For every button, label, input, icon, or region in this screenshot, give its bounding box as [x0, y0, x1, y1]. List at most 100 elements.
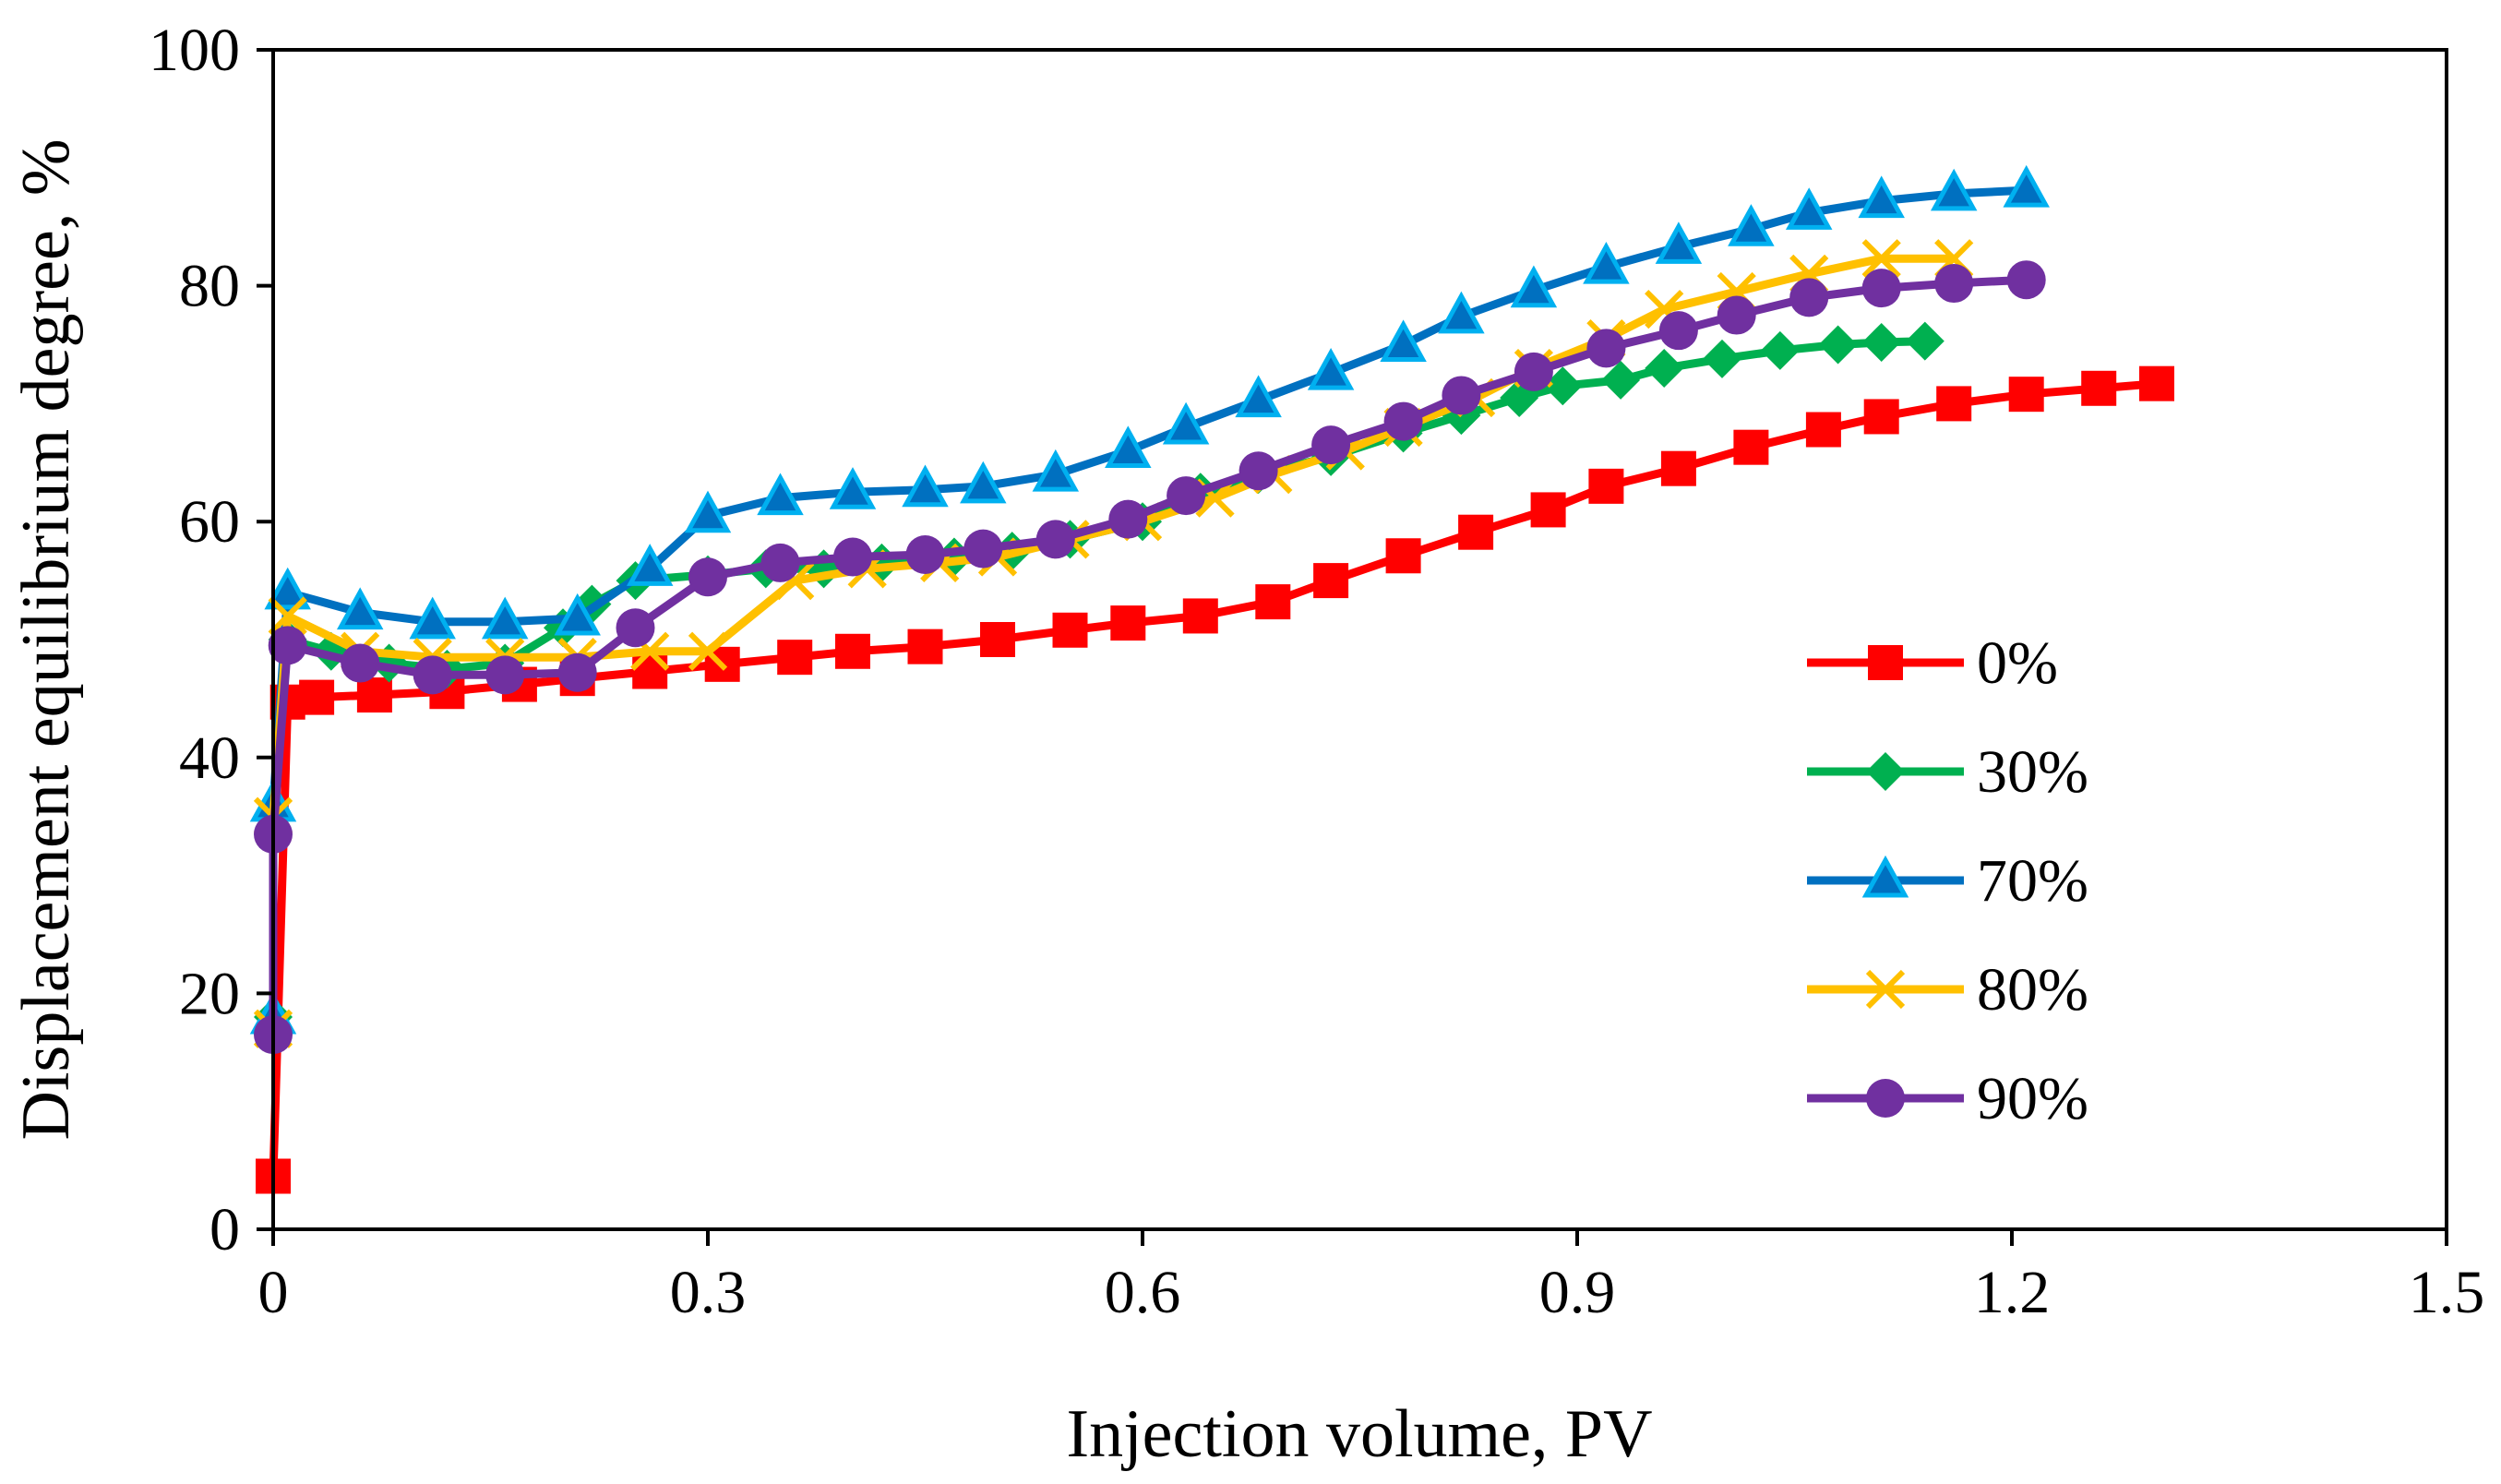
legend-marker	[1868, 645, 1903, 680]
legend-label: 0%	[1977, 629, 2058, 697]
data-point	[2006, 260, 2046, 300]
x-axis-label: Injection volume, PV	[1066, 1396, 1652, 1472]
x-tick-label: 1.5	[2409, 1259, 2485, 1326]
plot-frame	[271, 48, 2448, 1231]
y-tick-label: 80	[179, 253, 240, 320]
ticks-layer: 0 0.3 0.6 0.9 1.2 1.5 0 20 40 60 80 100	[149, 17, 2484, 1326]
data-point	[1052, 612, 1088, 648]
series-0	[256, 365, 2174, 1194]
legend-label: 30%	[1977, 738, 2088, 806]
data-point	[1818, 325, 1858, 365]
data-point	[777, 640, 813, 676]
legend-item: 30%	[1807, 738, 2088, 806]
data-point	[1380, 319, 1427, 362]
legend-item: 70%	[1807, 847, 2088, 915]
y-tick-label: 0	[209, 1196, 240, 1263]
data-point	[1863, 399, 1899, 435]
data-point	[905, 534, 945, 574]
legend-item: 90%	[1807, 1065, 2088, 1132]
legend-label: 90%	[1977, 1065, 2088, 1132]
data-point	[1760, 330, 1800, 370]
data-point	[1438, 291, 1485, 334]
data-point	[616, 608, 655, 648]
y-axis-label: Displacement equilibrium degree, %	[8, 139, 84, 1141]
x-tick-label: 1.2	[1974, 1259, 2051, 1326]
data-point	[268, 626, 307, 665]
data-point	[1717, 295, 1756, 335]
data-point	[1105, 425, 1152, 469]
data-point	[1458, 514, 1494, 550]
y-tick-label: 20	[179, 960, 240, 1027]
data-point	[554, 592, 601, 636]
data-point	[1255, 584, 1291, 620]
data-point	[1583, 241, 1630, 284]
x-tick-label: 0.6	[1105, 1259, 1181, 1326]
data-point	[1162, 401, 1210, 445]
legend-marker	[1866, 752, 1905, 791]
data-point	[1182, 598, 1218, 634]
data-point	[1530, 492, 1566, 528]
data-point	[2139, 365, 2174, 401]
x-tick-label: 0	[258, 1259, 289, 1326]
data-point	[760, 543, 800, 582]
data-point	[356, 677, 392, 713]
data-point	[1858, 175, 1905, 219]
data-point	[2003, 164, 2050, 208]
y-tick-label: 60	[179, 488, 240, 556]
data-point	[632, 653, 668, 689]
data-point	[1510, 265, 1558, 308]
data-point	[757, 473, 804, 516]
data-point	[1703, 339, 1741, 378]
x-tick-label: 0.9	[1539, 1259, 1616, 1326]
data-point	[1861, 269, 1901, 308]
data-point	[626, 544, 674, 586]
data-point	[1861, 239, 1901, 279]
data-point	[1383, 401, 1423, 441]
data-point	[1905, 321, 1945, 361]
data-point	[268, 596, 307, 636]
y-tick-label: 40	[179, 724, 240, 792]
data-point	[1601, 360, 1641, 400]
data-point	[1728, 204, 1775, 246]
legend-label: 80%	[1977, 956, 2088, 1023]
series-layer	[249, 164, 2174, 1194]
data-point	[1543, 366, 1583, 406]
data-point	[1936, 386, 1972, 422]
legend-item: 0%	[1807, 629, 2058, 697]
data-point	[1311, 425, 1351, 465]
data-point	[1167, 476, 1206, 516]
data-point	[1235, 375, 1282, 418]
data-point	[1110, 605, 1146, 641]
data-point	[1785, 187, 1833, 230]
data-point	[1035, 520, 1075, 559]
data-point	[1385, 538, 1421, 574]
data-point	[1032, 449, 1080, 492]
data-point	[341, 643, 380, 683]
data-point	[1645, 349, 1684, 389]
data-point	[2081, 370, 2117, 406]
data-point	[1442, 376, 1481, 415]
series-4	[254, 260, 2046, 1055]
data-point	[684, 490, 732, 533]
legend-marker	[1866, 1079, 1905, 1118]
data-point	[1660, 450, 1696, 486]
data-point	[409, 596, 456, 640]
data-point	[1655, 221, 1703, 264]
data-point	[1108, 499, 1148, 539]
y-tick-label: 100	[149, 17, 240, 84]
legend-marker	[1865, 969, 1906, 1010]
data-point	[1307, 348, 1355, 390]
data-point	[835, 633, 870, 669]
data-point	[688, 631, 728, 671]
data-point	[963, 529, 1003, 568]
data-point	[688, 557, 727, 597]
data-point	[1514, 352, 1553, 391]
data-point	[1239, 451, 1278, 491]
data-point	[907, 628, 943, 664]
data-point	[557, 652, 597, 692]
data-point	[1733, 429, 1769, 465]
data-point	[960, 461, 1007, 504]
data-point	[980, 622, 1015, 657]
